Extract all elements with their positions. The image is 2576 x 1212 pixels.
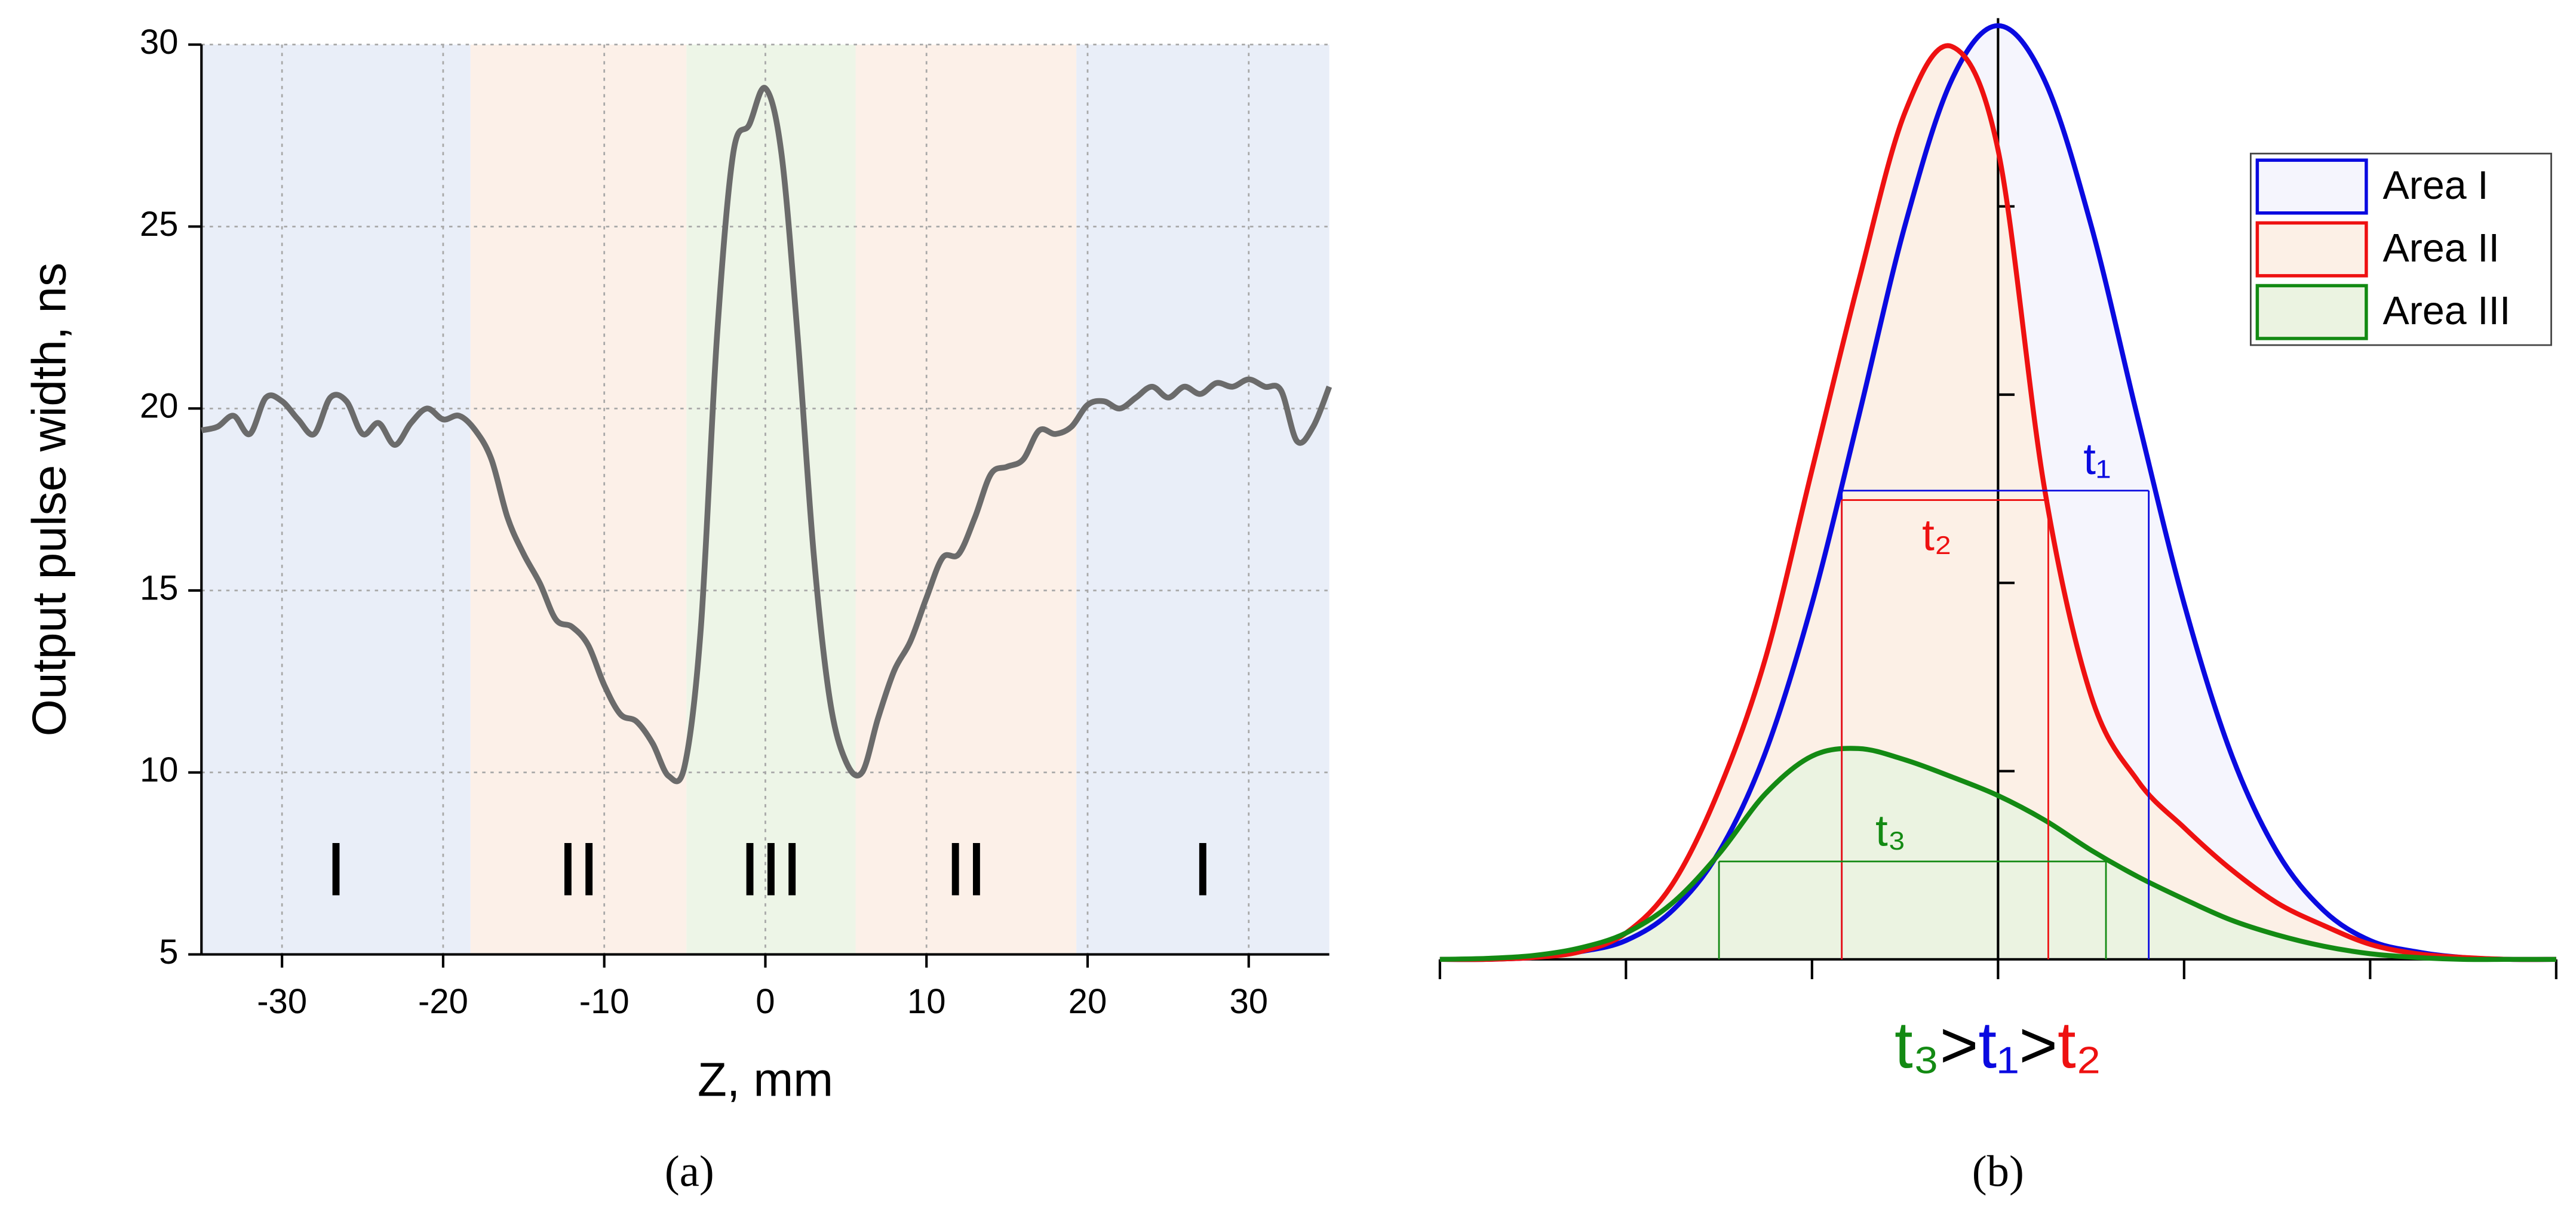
formula-part: t₃	[1895, 1008, 1940, 1082]
y-tick-label: 10	[140, 750, 179, 789]
legend-swatch	[2255, 284, 2368, 340]
formula-part: >	[1940, 1008, 1979, 1082]
formula-part: t₂	[2058, 1008, 2102, 1082]
legend-label: Area II	[2383, 226, 2500, 270]
region	[855, 44, 1077, 955]
x-tick-label: 30	[1229, 982, 1268, 1021]
x-tick-label: -20	[418, 982, 468, 1021]
x-tick-label: 10	[907, 982, 946, 1021]
region-label: II	[945, 826, 987, 911]
formula: t₃>t₁>t₂	[1895, 1008, 2102, 1082]
x-axis-title: Z, mm	[698, 1052, 833, 1106]
width-label: t₃	[1875, 805, 1906, 855]
caption: (b)	[1972, 1146, 2024, 1196]
region-label: II	[557, 826, 600, 911]
width-label: t₂	[1922, 509, 1952, 559]
curve	[1439, 43, 2556, 962]
region	[201, 44, 471, 955]
data-line	[201, 85, 1332, 785]
y-tick-label: 20	[140, 387, 179, 426]
y-axis-title: Output pulse width, ns	[22, 263, 76, 737]
legend-label: Area III	[2383, 289, 2511, 333]
formula-part: >	[2019, 1008, 2058, 1082]
x-tick-label: 0	[756, 982, 775, 1021]
region	[470, 44, 687, 955]
curve	[1439, 746, 2556, 962]
caption: (a)	[665, 1146, 714, 1196]
y-tick-label: 5	[159, 933, 178, 971]
legend-swatch	[2255, 158, 2368, 215]
y-tick-label: 30	[140, 23, 179, 61]
region-label: I	[1192, 826, 1213, 911]
region-label: I	[326, 826, 346, 911]
x-tick-label: 20	[1069, 982, 1107, 1021]
legend-swatch	[2255, 221, 2368, 278]
curve	[1439, 23, 2556, 962]
width-label: t₁	[2083, 433, 2111, 484]
region	[1076, 44, 1330, 955]
formula-part: t₁	[1978, 1008, 2019, 1082]
legend-label: Area I	[2383, 164, 2489, 208]
x-tick-label: -10	[579, 982, 630, 1021]
region	[686, 44, 856, 955]
y-tick-label: 15	[140, 568, 179, 607]
x-tick-label: -30	[257, 982, 307, 1021]
region-label: III	[739, 826, 803, 911]
y-tick-label: 25	[140, 205, 179, 244]
